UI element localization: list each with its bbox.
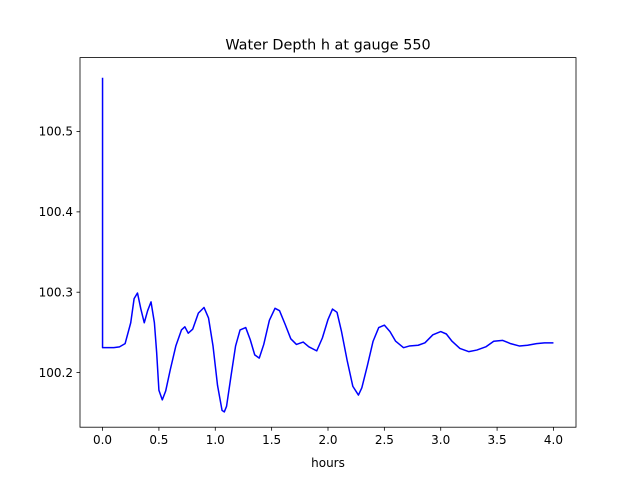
y-tick-label: 100.4 <box>39 205 73 219</box>
y-tick-label: 100.5 <box>39 125 73 139</box>
x-tick-label: 4.0 <box>544 433 563 447</box>
series-line <box>101 77 554 413</box>
x-tick-label: 0.5 <box>149 433 168 447</box>
chart-title: Water Depth h at gauge 550 <box>225 38 430 54</box>
y-axis-ticks: 100.2 100.3 100.4 100.5 <box>39 125 80 380</box>
x-tick-label: 2.0 <box>318 433 337 447</box>
series-layer <box>101 77 554 413</box>
x-axis-ticks: 0.0 0.5 1.0 1.5 2.0 2.5 3.0 3.5 4.0 <box>93 427 563 447</box>
x-tick-label: 1.0 <box>206 433 225 447</box>
y-tick-label: 100.3 <box>39 285 73 299</box>
plot-frame <box>79 57 577 428</box>
x-tick-label: 2.5 <box>375 433 394 447</box>
x-tick-label: 3.0 <box>431 433 450 447</box>
x-tick-label: 3.5 <box>488 433 507 447</box>
y-tick-label: 100.2 <box>39 366 73 380</box>
plot-area <box>80 57 576 428</box>
x-axis-label: hours <box>311 456 345 470</box>
x-tick-label: 1.5 <box>262 433 281 447</box>
x-tick-label: 0.0 <box>93 433 112 447</box>
